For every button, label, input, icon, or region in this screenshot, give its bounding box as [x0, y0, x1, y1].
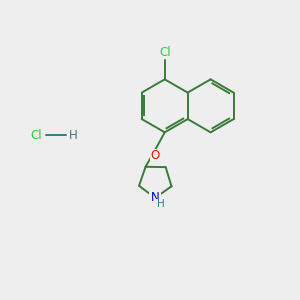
Text: Cl: Cl [31, 129, 43, 142]
Text: H: H [157, 199, 164, 209]
Text: Cl: Cl [159, 46, 170, 59]
Text: N: N [151, 191, 160, 204]
Text: O: O [151, 149, 160, 162]
Text: H: H [68, 129, 77, 142]
